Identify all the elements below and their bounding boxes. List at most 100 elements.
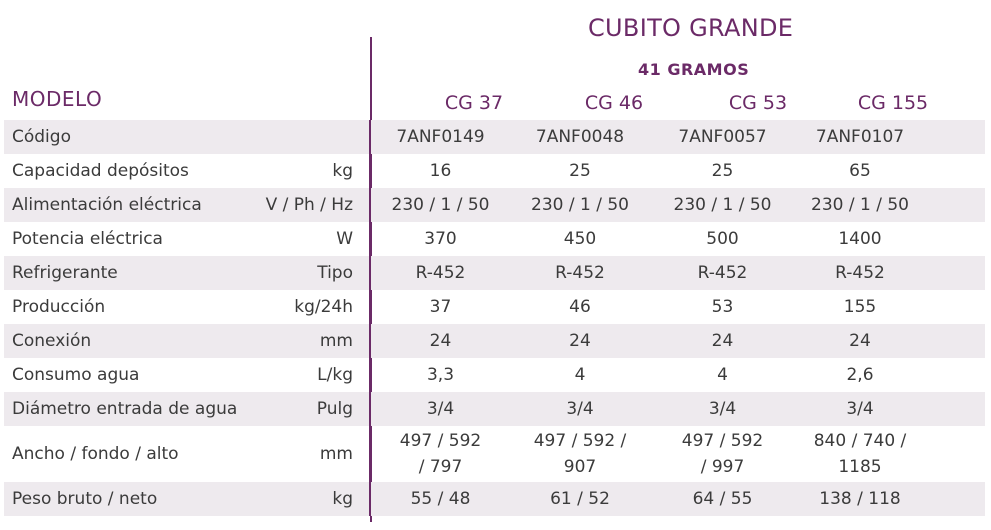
row-unit: L/kg (317, 365, 353, 385)
row-spacer (925, 120, 985, 154)
cell-value: 500 (706, 229, 739, 249)
cell-value: 2,6 (846, 365, 874, 385)
cell-value: R-452 (369, 256, 510, 290)
cell-value: 24 (650, 324, 795, 358)
row-unit: kg (262, 482, 370, 516)
cell-value: 3/4 (650, 392, 795, 426)
row-label: Ancho / fondo / alto (12, 444, 179, 464)
table-row: Alimentación eléctrica V / Ph / Hz 230 / 1… (4, 188, 985, 222)
cell-value: 4 (717, 365, 728, 385)
cell-value: 25 (711, 161, 734, 181)
row-label: Alimentación eléctrica (4, 188, 262, 222)
row-label: Código (4, 120, 262, 154)
table-row: Diámetro entrada de agua Pulg 3/4 3/4 3/4 3/4 (4, 392, 985, 426)
cell-line: 907 (563, 457, 597, 477)
cell-value: 37 (369, 290, 510, 324)
cell-value: 450 (563, 229, 597, 249)
cell-line: 497 / 592 (399, 431, 482, 451)
cell-value: 7ANF0149 (369, 120, 510, 154)
model-header-cg155: CG 155 (857, 92, 929, 114)
cell-value: 230 / 1 / 50 (795, 188, 925, 222)
row-unit: mm (262, 324, 370, 358)
cell-value: 61 / 52 (510, 482, 650, 516)
table-subtitle: 41 GRAMOS (638, 60, 750, 79)
table-row: Producción kg/24h 37 46 53 155 (4, 290, 985, 324)
cell-value: 65 (849, 161, 871, 181)
row-label: Conexión (4, 324, 262, 358)
model-header-cg46: CG 46 (584, 92, 644, 114)
cell-value: 24 (369, 324, 510, 358)
table-row: Peso bruto / neto kg 55 / 48 61 / 52 64 / 55… (4, 482, 985, 516)
cell-value: 24 (795, 324, 925, 358)
model-label: MODELO (12, 87, 103, 111)
row-spacer (925, 188, 985, 222)
cell-value: 7ANF0107 (795, 120, 925, 154)
row-label: Consumo agua (12, 365, 140, 385)
cell-line: 1185 (838, 457, 882, 477)
row-unit: kg (332, 161, 353, 181)
cell-value: 46 (569, 297, 591, 317)
row-spacer (925, 222, 985, 256)
cell-value: 497 / 592 / 997 (650, 426, 795, 482)
row-unit: mm (319, 444, 353, 464)
row-spacer (925, 392, 985, 426)
table-row: Consumo agua L/kg 3,3 4 4 2,6 (4, 358, 985, 392)
cell-value: 497 / 592 / 907 (510, 426, 650, 482)
row-spacer (925, 154, 985, 188)
row-unit (262, 120, 370, 154)
row-unit: kg/24h (294, 297, 353, 317)
row-spacer (925, 358, 985, 392)
cell-value: 4 (574, 365, 586, 385)
cell-value: 7ANF0057 (650, 120, 795, 154)
cell-value: 3,3 (369, 358, 510, 392)
table-row: Conexión mm 24 24 24 24 (4, 324, 985, 358)
row-unit: V / Ph / Hz (262, 188, 370, 222)
row-unit: W (336, 229, 353, 249)
cell-value: 370 (369, 222, 510, 256)
model-header-cg53: CG 53 (728, 92, 788, 114)
cell-value: 840 / 740 / 1185 (795, 426, 925, 482)
table-row: Capacidad depósitos kg 16 25 25 65 (4, 154, 985, 188)
cell-value: 497 / 592 / 797 (369, 426, 510, 482)
cell-value: 155 (843, 297, 877, 317)
cell-line: / 797 (418, 457, 463, 477)
row-label: Peso bruto / neto (4, 482, 262, 516)
cell-value: 3/4 (795, 392, 925, 426)
row-label: Capacidad depósitos (12, 161, 189, 181)
cell-value: 3/4 (510, 392, 650, 426)
row-label: Diámetro entrada de agua (4, 392, 262, 426)
table-row: Refrigerante Tipo R-452 R-452 R-452 R-452 (4, 256, 985, 290)
cell-value: 25 (569, 161, 591, 181)
table-row: Código 7ANF0149 7ANF0048 7ANF0057 7ANF0107 (4, 120, 985, 154)
cell-value: 7ANF0048 (510, 120, 650, 154)
row-label: Refrigerante (4, 256, 262, 290)
cell-value: 230 / 1 / 50 (369, 188, 510, 222)
row-label: Potencia eléctrica (12, 229, 163, 249)
table-title: CUBITO GRANDE (588, 14, 794, 42)
cell-value: 55 / 48 (369, 482, 510, 516)
cell-line: 840 / 740 / (813, 431, 907, 451)
table-row: Potencia eléctrica W 370 450 500 1400 (4, 222, 985, 256)
cell-value: 3/4 (369, 392, 510, 426)
row-unit: Tipo (262, 256, 370, 290)
row-unit: Pulg (262, 392, 370, 426)
cell-line: 497 / 592 / (533, 431, 627, 451)
cell-value: 16 (369, 154, 510, 188)
cell-value: 24 (510, 324, 650, 358)
cell-value: R-452 (510, 256, 650, 290)
row-spacer (925, 290, 985, 324)
cell-value: 64 / 55 (650, 482, 795, 516)
cell-value: 1400 (838, 229, 882, 249)
row-spacer (925, 324, 985, 358)
cell-value: 230 / 1 / 50 (510, 188, 650, 222)
cell-value: R-452 (795, 256, 925, 290)
table-row: Ancho / fondo / alto mm 497 / 592/ 797 497 … (4, 426, 985, 482)
cell-value: 53 (711, 297, 734, 317)
cell-value: R-452 (650, 256, 795, 290)
row-spacer (925, 426, 985, 482)
cell-value: 138 / 118 (795, 482, 925, 516)
cell-line: / 997 (700, 457, 745, 477)
specifications-table: Código 7ANF0149 7ANF0048 7ANF0057 7ANF0107 Ca… (4, 120, 985, 516)
cell-value: 230 / 1 / 50 (650, 188, 795, 222)
cell-line: 497 / 592 (681, 431, 764, 451)
